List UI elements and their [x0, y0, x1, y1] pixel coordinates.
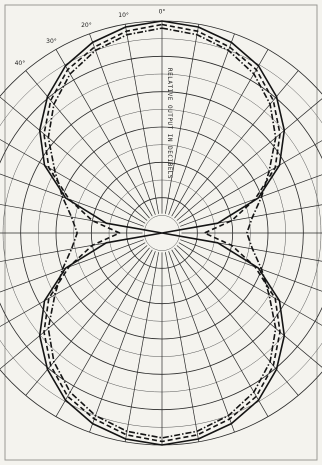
grid-spoke [0, 96, 148, 221]
grid-ring-minor [144, 215, 180, 251]
pattern-curve [38, 20, 286, 446]
radial-axis-label: RELATIVE OUTPUT IN DECIBELS [166, 68, 173, 179]
grid-spoke [25, 70, 150, 219]
polar-curves [38, 20, 286, 446]
grid-spoke [25, 247, 150, 396]
grid-spoke [89, 251, 156, 433]
grid-spoke [171, 249, 269, 417]
grid-spoke [0, 242, 146, 327]
grid-spoke [55, 249, 153, 417]
grid-spoke [165, 24, 200, 214]
grid-spoke [180, 239, 322, 292]
angle-tick-label: 0° [159, 9, 166, 16]
polar-labels: 0°10°20°30°40°50°60°70°80°90°100°110°120… [15, 9, 173, 180]
grid-spoke [165, 252, 200, 442]
grid-spoke [174, 70, 299, 219]
grid-spoke [124, 24, 159, 214]
grid-spoke [178, 242, 322, 326]
grid-spoke [168, 33, 235, 215]
frame-border [4, 4, 318, 461]
grid-spoke [176, 245, 322, 368]
grid-spoke [0, 239, 144, 293]
angle-tick-label: 10° [118, 12, 129, 19]
polar-grid [0, 20, 322, 446]
grid-spoke [168, 251, 235, 433]
grid-spoke [176, 98, 322, 221]
angle-tick-label: 30° [46, 38, 57, 45]
grid-spoke [174, 247, 299, 396]
grid-spoke [0, 245, 148, 370]
angle-tick-label: 20° [81, 22, 92, 29]
grid-spoke [0, 173, 144, 227]
grid-spoke [124, 252, 159, 442]
grid-spoke [178, 140, 322, 224]
grid-spoke [89, 33, 156, 215]
angle-tick-label: 40° [15, 60, 26, 67]
grid-spoke [55, 49, 153, 217]
pattern-curve [47, 27, 277, 439]
grid-spoke [0, 139, 146, 224]
grid-spoke [171, 49, 269, 217]
pattern-curve [43, 23, 281, 443]
grid-spoke [180, 174, 322, 227]
